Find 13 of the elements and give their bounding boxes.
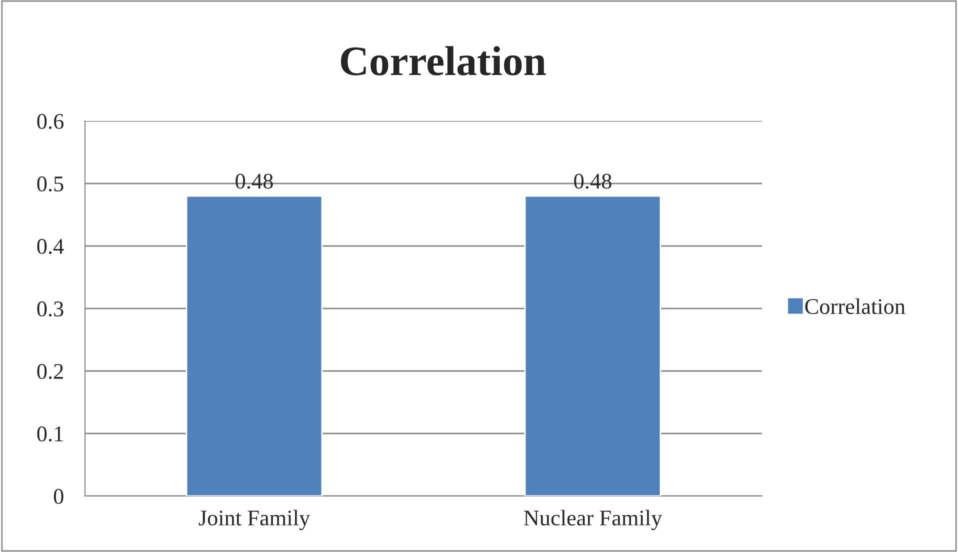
y-tick-label: 0.3	[37, 301, 64, 317]
data-label: 0.48	[236, 174, 273, 189]
y-tick-label: 0.1	[37, 426, 63, 442]
y-tick-label: 0.5	[37, 176, 64, 192]
chart-title: Correlation	[340, 46, 546, 76]
y-tick-label: 0.4	[37, 238, 64, 254]
legend-label: Correlation	[805, 298, 906, 314]
y-tick-label: 0.6	[37, 114, 64, 130]
data-label: 0.48	[574, 174, 612, 189]
y-tick-label: 0.2	[37, 364, 63, 380]
x-tick-label: Nuclear Family	[524, 510, 662, 530]
x-tick-label: Joint Family	[198, 510, 310, 530]
y-tick-label: 0	[54, 488, 64, 504]
